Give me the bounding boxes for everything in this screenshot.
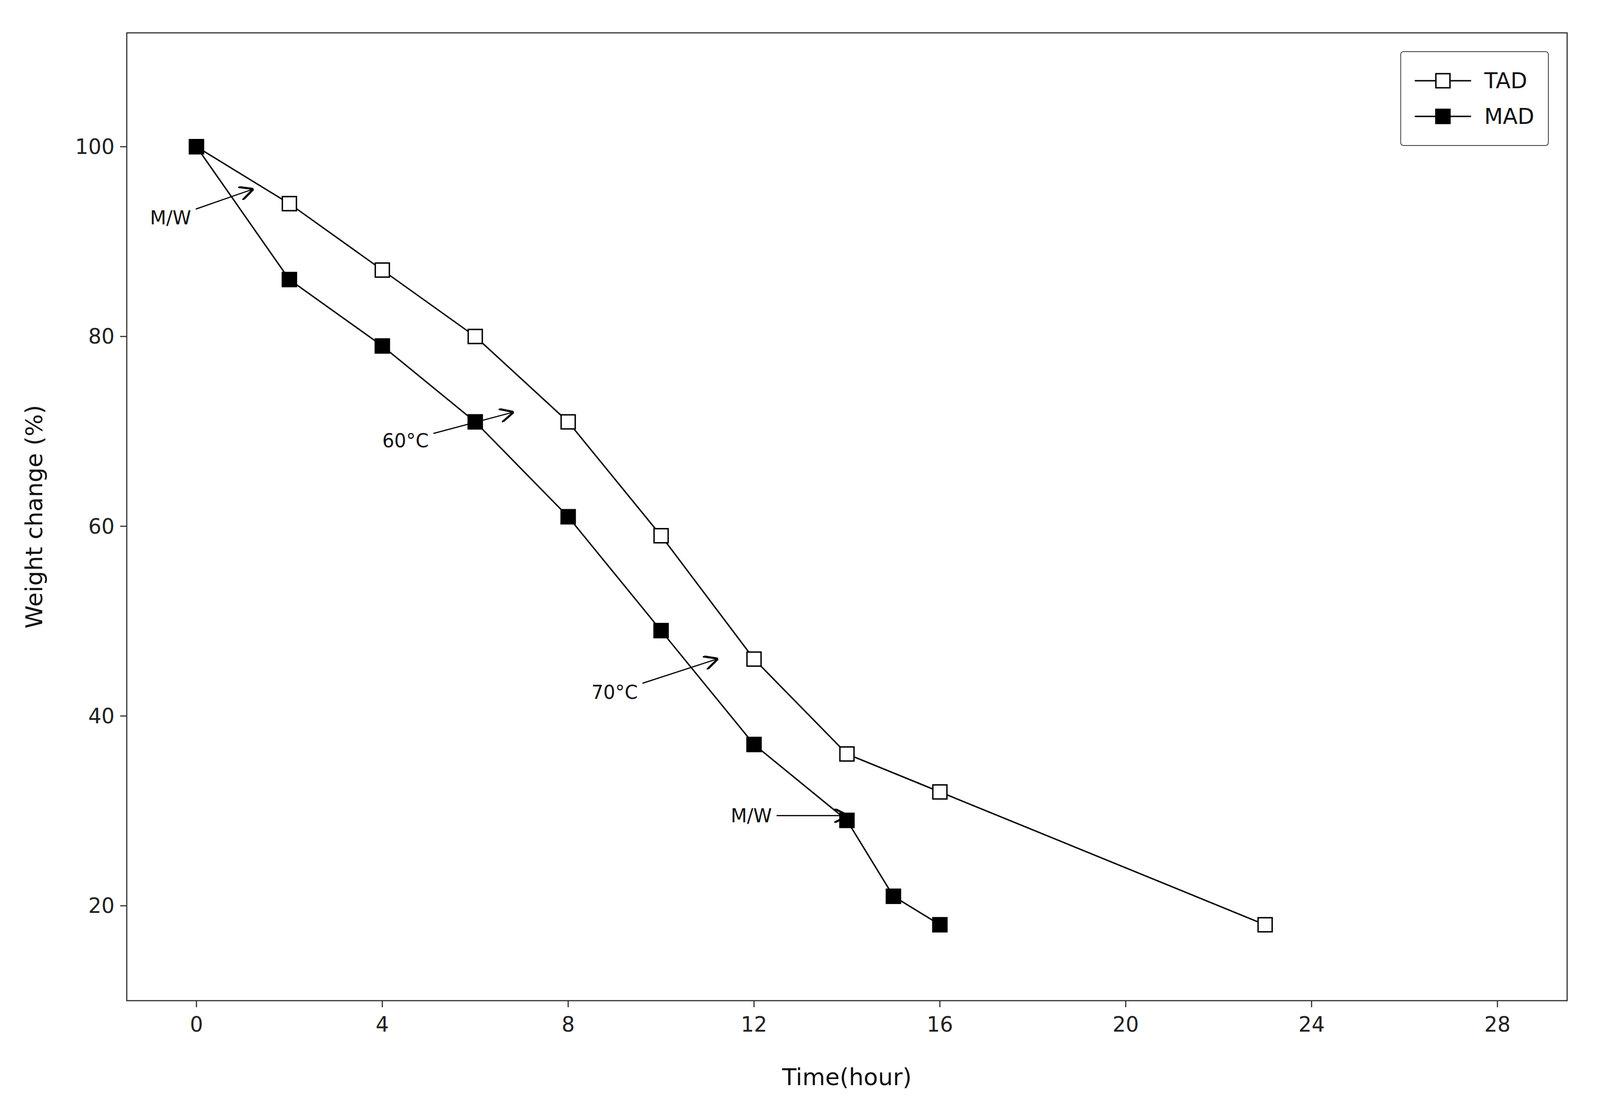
data-point — [282, 196, 297, 211]
y-tick-label: 100 — [75, 134, 115, 159]
y-tick — [120, 715, 127, 717]
axes: 0 4 8 12 16 20 24 28 20 40 60 80 100 — [75, 134, 1511, 1037]
legend-frame — [1400, 51, 1549, 146]
x-tick — [939, 1000, 941, 1008]
y-tick — [120, 525, 127, 528]
x-tick — [753, 1000, 755, 1008]
x-tick-label: 20 — [1112, 1012, 1139, 1037]
data-point — [561, 509, 576, 524]
x-tick — [381, 1000, 384, 1008]
data-point — [932, 917, 947, 932]
chart: 0 4 8 12 16 20 24 28 20 40 60 80 100 Time(hour) Weight… — [0, 0, 1600, 1118]
legend-marker — [1435, 109, 1450, 124]
data-point — [375, 338, 390, 354]
y-tick — [120, 905, 127, 908]
x-tick — [1496, 1000, 1499, 1008]
x-tick-label: 0 — [189, 1012, 203, 1037]
x-tick — [1310, 1000, 1313, 1008]
legend-label: TAD — [1483, 68, 1527, 94]
data — [189, 139, 1272, 933]
y-tick-label: 80 — [88, 324, 115, 349]
legend-label: MAD — [1484, 103, 1535, 130]
annotation-text: M/W — [149, 207, 192, 229]
data-point — [932, 784, 947, 800]
data-point — [886, 889, 901, 904]
y-tick — [120, 146, 127, 148]
annotation-text: M/W — [730, 805, 773, 827]
legend-marker — [1435, 73, 1450, 88]
y-tick — [120, 336, 127, 338]
annotation-text: 60°C — [382, 430, 429, 452]
y-tick-label: 40 — [88, 704, 115, 729]
data-point — [375, 262, 390, 277]
series-line — [196, 146, 1265, 926]
x-tick — [567, 1000, 570, 1008]
annotation-arrow — [642, 659, 717, 684]
data-point — [839, 746, 854, 762]
data-point — [189, 139, 204, 154]
annotations: M/W 60°C 70°C M/W — [149, 189, 847, 827]
data-point — [282, 272, 297, 287]
y-axis-label: Weight change (%) — [20, 405, 48, 630]
data-point — [189, 139, 204, 154]
annotation-text: 70°C — [591, 681, 639, 704]
x-tick-label: 28 — [1484, 1012, 1511, 1037]
annotation-arrow — [433, 412, 513, 434]
data-point — [746, 737, 762, 752]
data-point — [1258, 917, 1273, 932]
annotation-arrow — [195, 189, 253, 210]
data-point — [653, 528, 669, 543]
data-point — [653, 623, 669, 639]
data-point — [746, 652, 762, 667]
x-tick — [195, 1000, 198, 1008]
x-tick — [1125, 1000, 1127, 1008]
data-point — [561, 415, 576, 430]
x-tick-label: 12 — [740, 1012, 768, 1037]
annotation-arrow — [776, 815, 847, 817]
x-tick-label: 8 — [561, 1012, 575, 1037]
legend: TAD MAD — [1400, 51, 1549, 146]
data-point — [468, 329, 483, 344]
x-tick-label: 24 — [1298, 1012, 1325, 1037]
x-tick-label: 4 — [375, 1012, 389, 1037]
plot-frame — [126, 32, 1568, 1001]
x-tick-label: 16 — [926, 1012, 954, 1037]
x-axis-label: Time(hour) — [781, 1063, 912, 1092]
y-tick-label: 60 — [88, 514, 115, 539]
y-tick-label: 20 — [88, 893, 115, 918]
series-line — [196, 146, 940, 926]
